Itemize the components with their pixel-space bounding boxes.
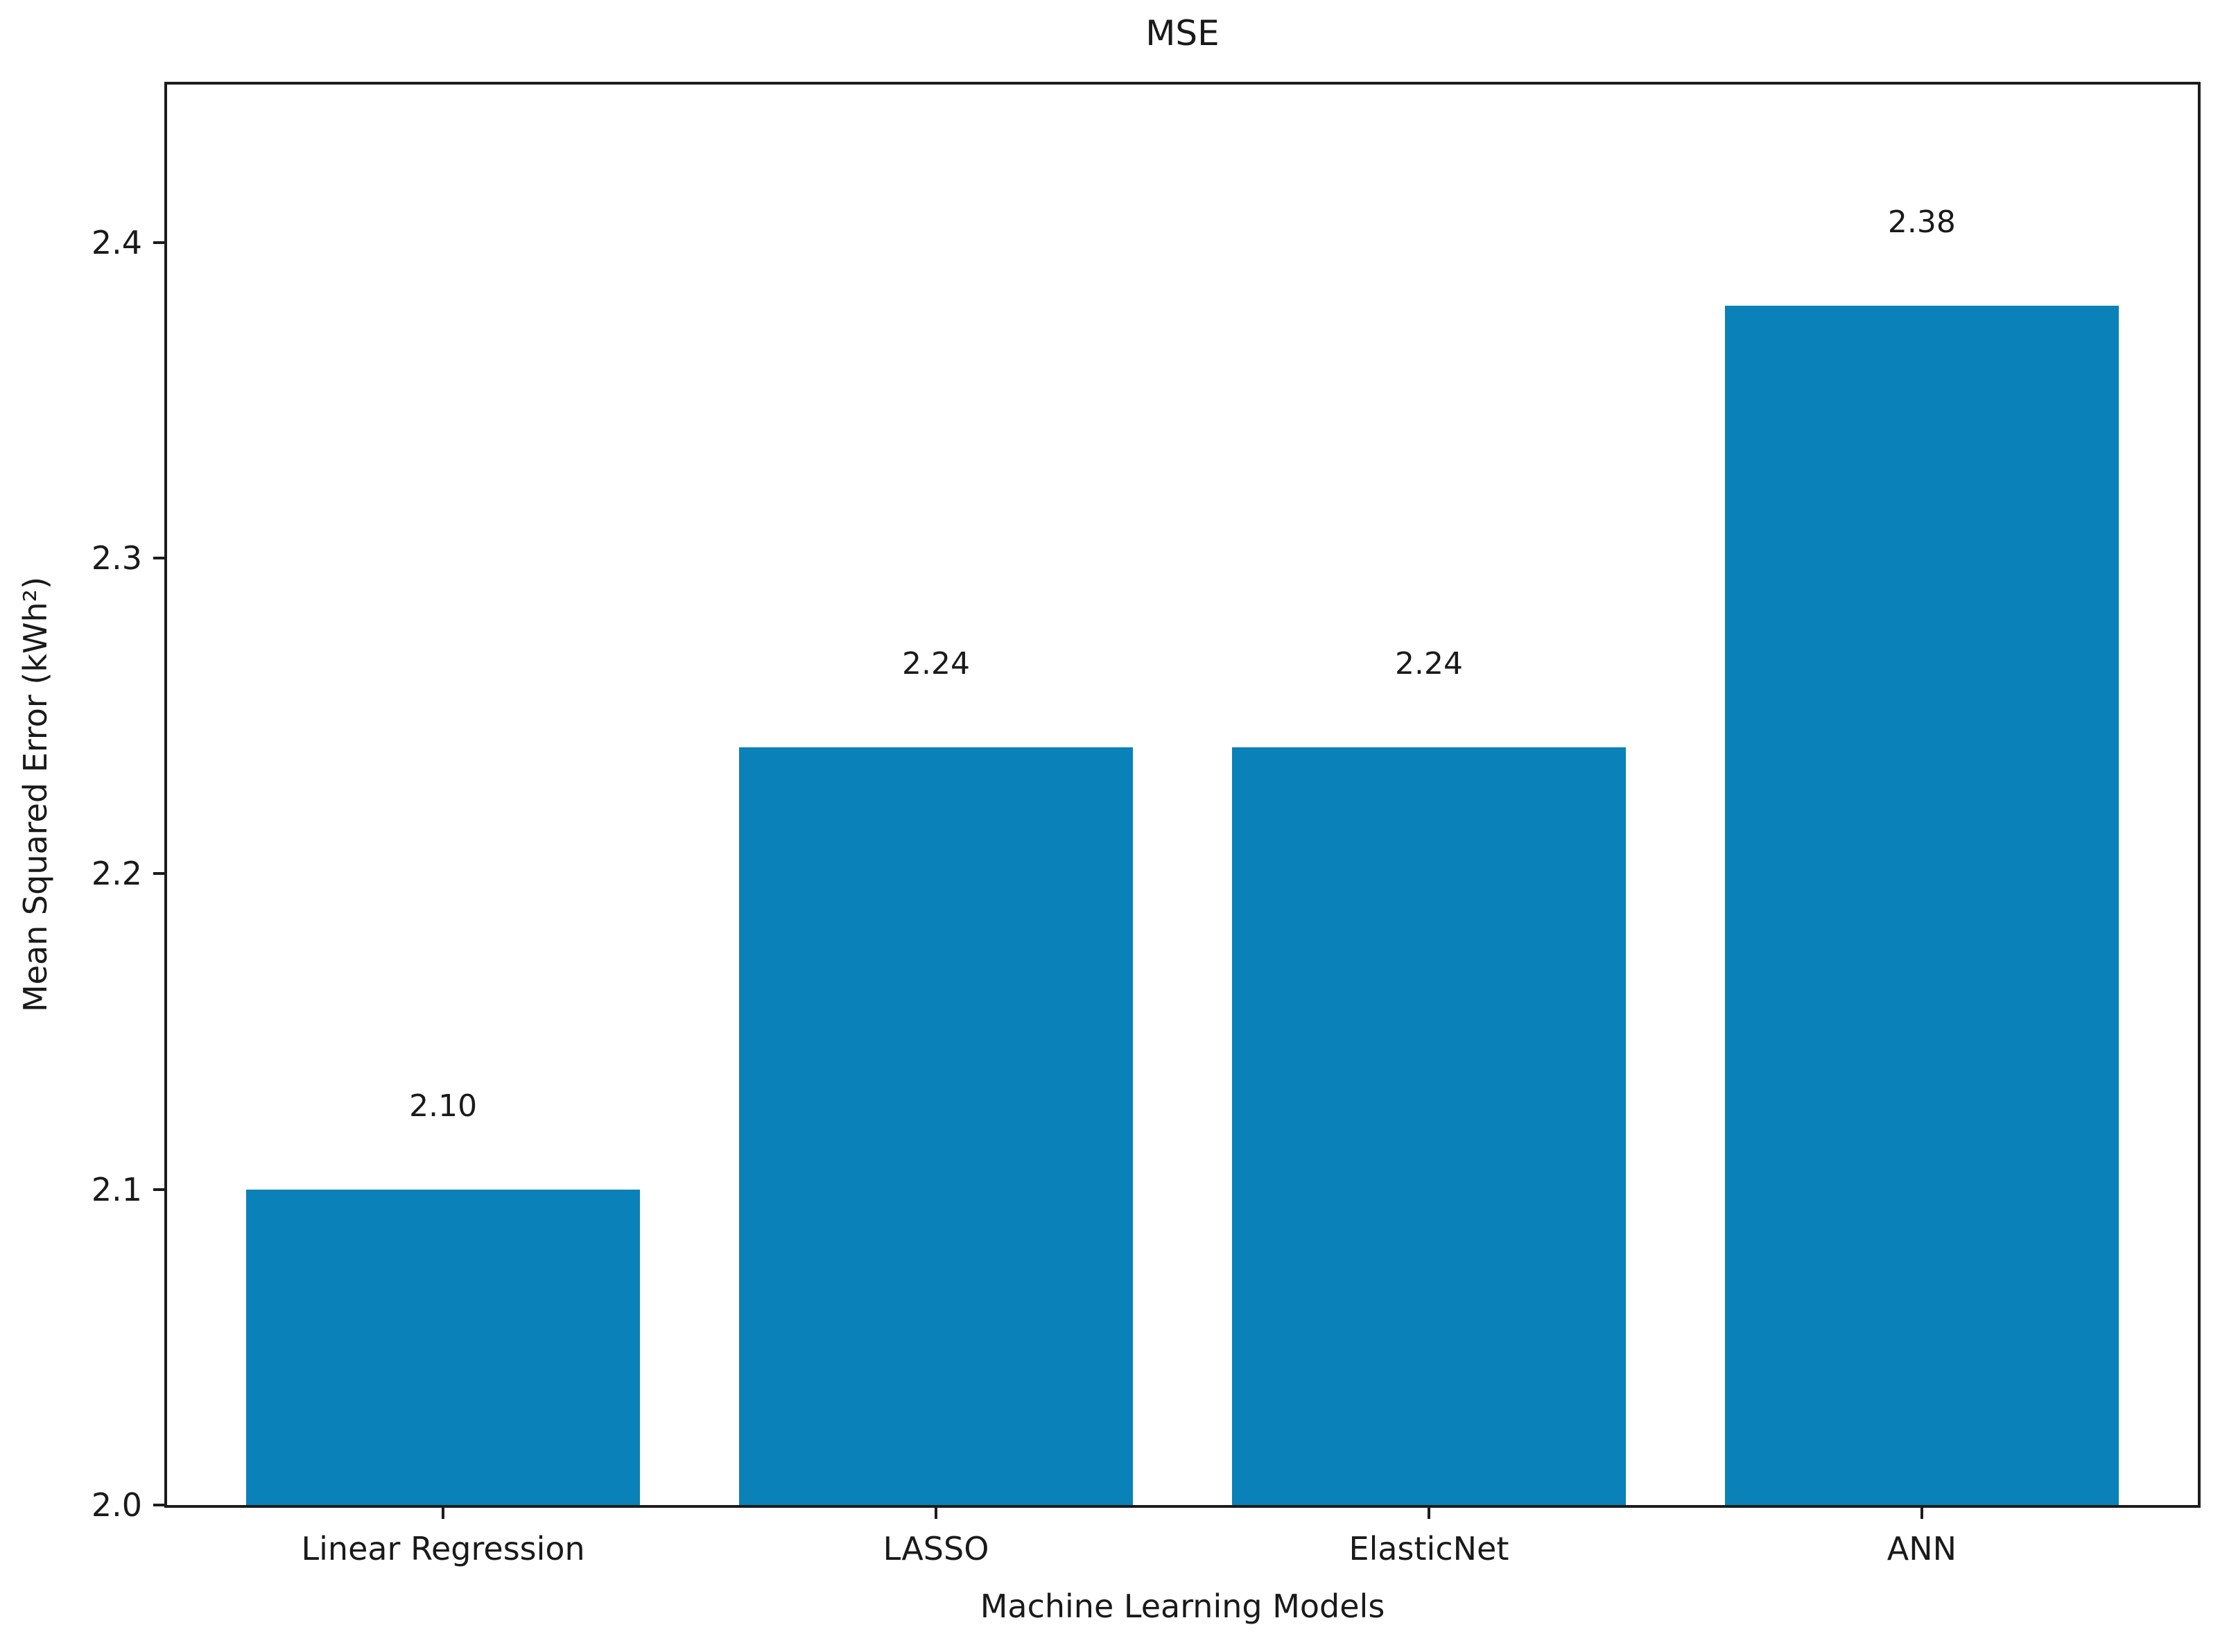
bar-value-label: 2.24 <box>902 646 971 682</box>
y-tick-mark <box>153 557 167 559</box>
x-tick-label: ElasticNet <box>1349 1530 1509 1567</box>
bar-lasso <box>738 747 1134 1505</box>
bar-linear-regression <box>245 1189 641 1505</box>
y-tick-mark <box>153 1188 167 1191</box>
y-tick-mark <box>153 872 167 876</box>
y-tick-mark <box>153 241 167 244</box>
bar-value-label: 2.10 <box>409 1088 478 1124</box>
y-tick-label: 2.3 <box>91 539 142 577</box>
plot-area: 2.10 2.24 2.24 2.38 2.0 2.1 2.2 2.3 2.4 Linear … <box>92 82 2201 1565</box>
bar-value-label: 2.24 <box>1394 646 1463 682</box>
x-tick-label: Linear Regression <box>301 1530 585 1567</box>
y-tick-mark <box>153 1504 167 1506</box>
y-tick-label: 2.2 <box>91 855 142 893</box>
y-tick-label: 2.0 <box>91 1486 142 1524</box>
y-axis-label: Mean Squared Error (kWh²) <box>17 576 54 1013</box>
bar-ann <box>1724 305 2119 1505</box>
x-tick-mark <box>442 1505 445 1519</box>
x-axis-label: Machine Learning Models <box>980 1588 1385 1625</box>
x-tick-label: ANN <box>1887 1530 1957 1567</box>
y-tick-label: 2.4 <box>91 223 142 261</box>
y-tick-label: 2.1 <box>91 1170 142 1208</box>
x-tick-mark <box>1920 1505 1923 1519</box>
bar-value-label: 2.38 <box>1887 204 1956 240</box>
x-tick-label: LASSO <box>883 1530 989 1567</box>
x-tick-mark <box>935 1505 938 1519</box>
x-tick-mark <box>1427 1505 1430 1519</box>
chart-title: MSE <box>1145 13 1220 53</box>
bar-elasticnet <box>1231 747 1627 1505</box>
